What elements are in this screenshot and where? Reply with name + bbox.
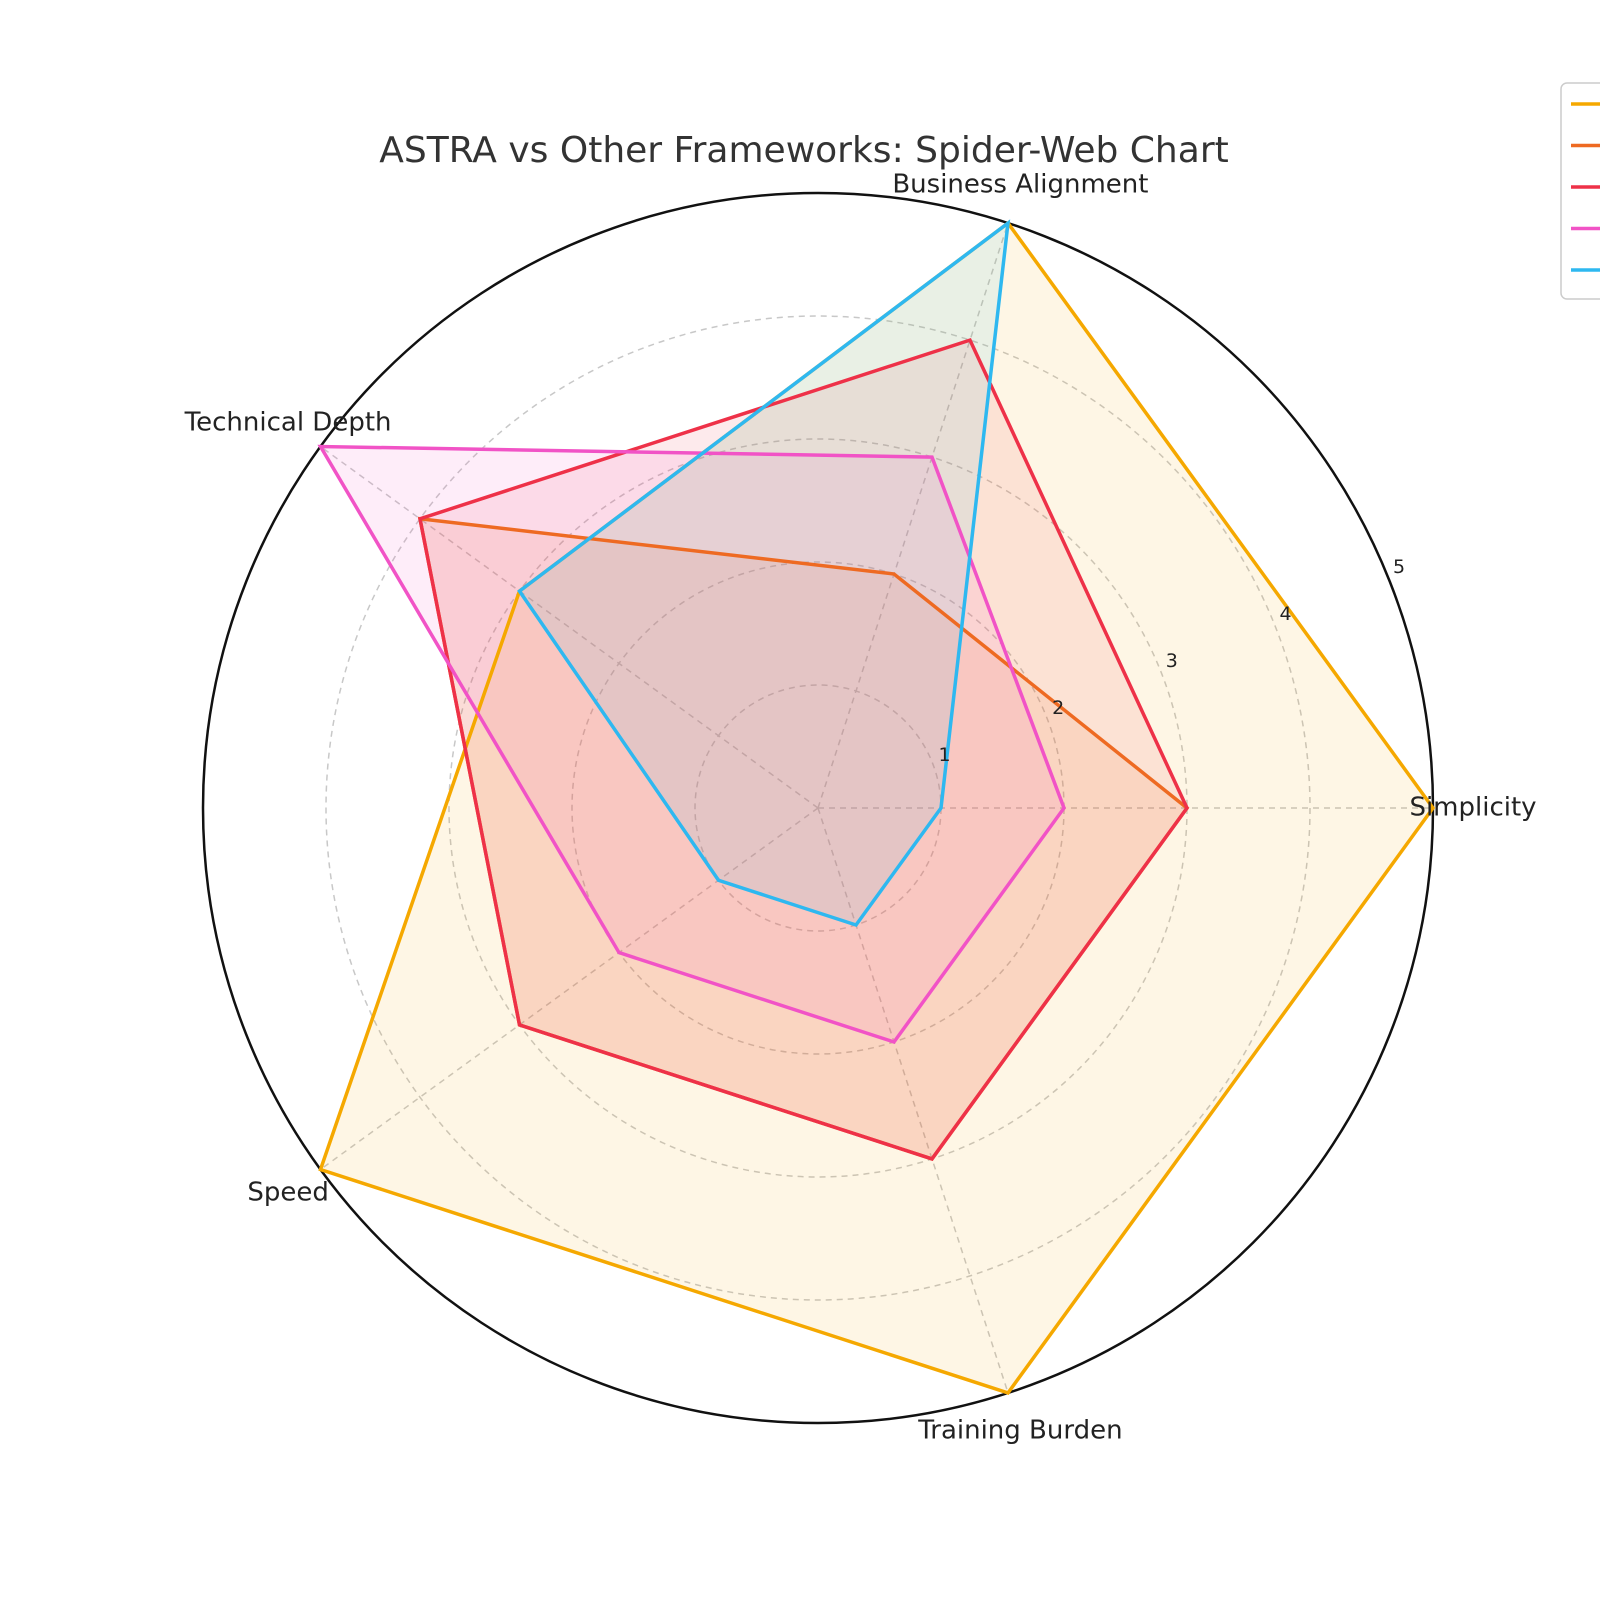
series-fills: [320, 223, 1433, 1393]
series-line-1: [318, 220, 1436, 1395]
legend: [1560, 82, 1600, 300]
axis-label: Training Burden: [917, 1415, 1122, 1445]
series-fill-3: [420, 340, 1187, 1159]
radial-tick-label: 2: [1052, 697, 1064, 719]
chart-title: ASTRA vs Other Frameworks: Spider-Web Ch…: [379, 130, 1228, 171]
series-lines: [317, 219, 1436, 1395]
radial-tick-label: 4: [1279, 603, 1291, 625]
grid-ring: [325, 315, 1311, 1301]
axis-labels: Simplicity Business Alignment Technical De…: [184, 170, 1537, 1446]
axis-label: Simplicity: [1409, 793, 1536, 823]
radial-tick-label: 5: [1393, 556, 1405, 578]
series-fill-5: [519, 223, 1008, 926]
series-line-5: [517, 219, 1011, 928]
legend-items: [1571, 102, 1600, 272]
radial-tick-label: 3: [1166, 650, 1178, 672]
grid-spoke: [817, 222, 1009, 809]
grid-spoke: [320, 445, 819, 809]
axis-label: Business Alignment: [892, 170, 1148, 200]
axis-label: Speed: [247, 1178, 329, 1208]
series-line-4: [317, 444, 1066, 1045]
radial-tick-labels: 1 2 3 4 5: [939, 556, 1406, 766]
radial-tick-label: 1: [939, 744, 951, 766]
axis-label: Technical Depth: [184, 408, 392, 438]
series-fill-1: [320, 223, 1433, 1393]
series-fill-2: [420, 518, 1187, 1159]
legend-box: [1560, 82, 1600, 300]
grid-spoke: [817, 807, 1009, 1394]
series-line-3: [417, 337, 1190, 1161]
grid-spoke: [320, 807, 819, 1171]
